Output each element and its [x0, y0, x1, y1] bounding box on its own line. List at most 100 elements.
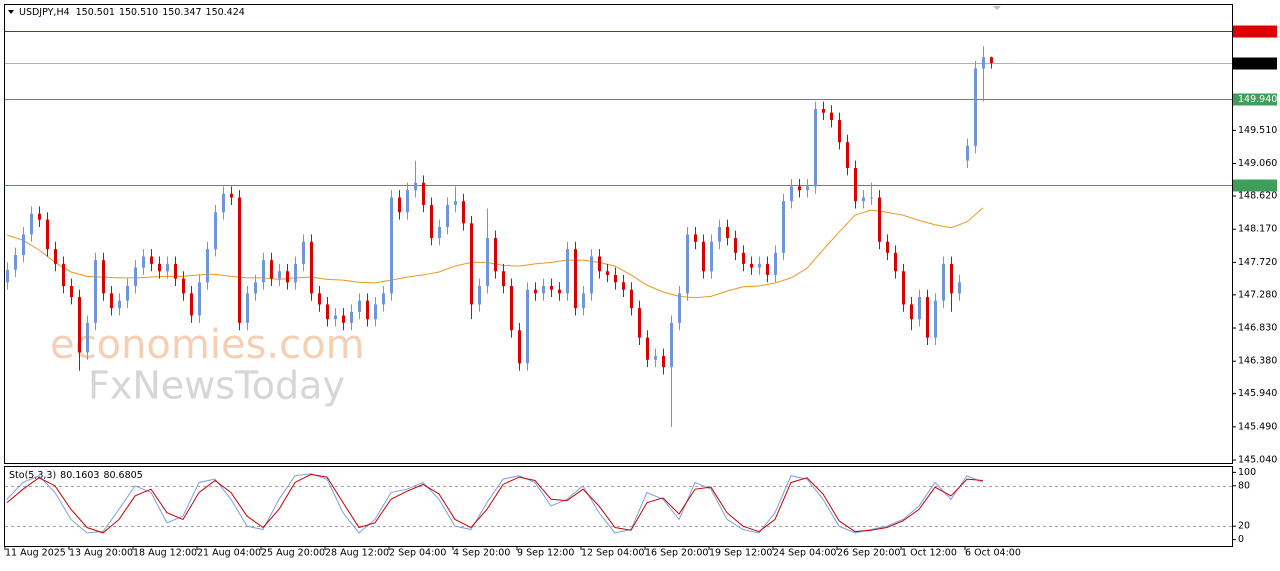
candle-body [206, 249, 209, 283]
price-label: 149.940 [1238, 94, 1277, 105]
candle-body [710, 241, 713, 272]
candle-body [486, 238, 489, 286]
candle-body [550, 285, 553, 290]
y-tick-label: 20 [1238, 521, 1250, 532]
signal-reading: 80.6805 [103, 470, 142, 481]
candle-body [374, 304, 377, 320]
candle-body [566, 249, 569, 294]
main-frame [4, 4, 1233, 464]
candle-body [790, 186, 793, 202]
candle-body [950, 263, 953, 294]
candle-body [134, 267, 137, 286]
price-label-box [1233, 57, 1277, 70]
low-reading: 150.347 [162, 7, 201, 18]
candle-body [750, 263, 753, 268]
x-tick-label: 19 Sep 12:00 [709, 548, 772, 559]
x-tick-label: 2 Sep 04:00 [389, 548, 446, 559]
menu-arrow[interactable] [8, 10, 14, 14]
symbol: USDJPY,H4 [19, 7, 70, 18]
candle-body [286, 271, 289, 283]
candle-body [822, 108, 825, 113]
y-tick-label: 146.380 [1238, 356, 1277, 367]
candle-body [294, 263, 297, 283]
candle-body [310, 241, 313, 294]
candle-body [862, 197, 865, 202]
y-tick-label: 100 [1238, 467, 1256, 478]
candle-body [758, 263, 761, 268]
candle-body [526, 289, 529, 364]
candle-body [270, 260, 273, 279]
candle-body [406, 190, 409, 213]
candle-body [918, 297, 921, 320]
candle-body [598, 256, 601, 272]
candle-body [302, 241, 305, 264]
candle-body [654, 356, 657, 360]
shift-marker [993, 6, 1001, 10]
oscillator-line [6, 473, 984, 534]
y-tick-label: 145.940 [1238, 388, 1277, 399]
candle-body [694, 234, 697, 242]
candle-body [766, 263, 769, 275]
candle-body [838, 120, 841, 143]
candle-body [102, 260, 105, 294]
candle-body [854, 167, 857, 202]
candle-body [318, 293, 321, 305]
candle-body [614, 274, 617, 283]
candle-body [982, 57, 985, 69]
candle-body [22, 234, 25, 256]
price-label-box [1233, 93, 1277, 106]
candle-body [230, 193, 233, 198]
candle-body [894, 252, 897, 272]
candle-body [990, 57, 993, 63]
indicator-frame [4, 466, 1233, 547]
candle-body [678, 293, 681, 323]
close-reading: 150.424 [206, 7, 245, 18]
candle-body [814, 108, 817, 187]
candle-body [222, 193, 225, 213]
candle-body [910, 304, 913, 320]
candle-body [334, 315, 337, 320]
candle-body [166, 263, 169, 272]
candle-body [366, 300, 369, 320]
candle-body [830, 112, 833, 121]
indicator-header: Sto(5,3,3) 80.1603 80.6805 [9, 470, 143, 481]
y-tick-label: 145.490 [1238, 421, 1277, 432]
x-tick-label: 16 Sep 20:00 [645, 548, 708, 559]
candle-body [942, 263, 945, 301]
candle-body [494, 238, 497, 272]
candle-body [726, 226, 729, 239]
candle-body [46, 219, 49, 250]
candle-body [662, 356, 665, 368]
candle-body [686, 234, 689, 294]
x-tick-label: 1 Oct 12:00 [901, 548, 957, 559]
candle-body [214, 212, 217, 250]
candle-body [358, 300, 361, 312]
x-tick-label: 21 Aug 04:00 [197, 548, 261, 559]
candle-body [782, 201, 785, 253]
candle-body [638, 308, 641, 338]
candle-body [262, 260, 265, 283]
watermark: FxNewsToday [88, 364, 345, 408]
x-tick-label: 11 Aug 2025 [5, 548, 66, 559]
candle-body [382, 293, 385, 305]
candle-body [6, 269, 9, 283]
candle-body [806, 186, 809, 191]
candle-body [518, 330, 521, 364]
candle-body [70, 285, 73, 298]
x-tick-label: 18 Aug 12:00 [133, 548, 197, 559]
candle-body [798, 186, 801, 191]
candle-body [542, 285, 545, 294]
x-tick-label: 6 Oct 04:00 [965, 548, 1021, 559]
candle-body [38, 213, 41, 220]
high-reading: 150.510 [119, 7, 158, 18]
y-tick-label: 147.720 [1238, 257, 1277, 268]
candle-body [430, 204, 433, 239]
y-tick-label: 147.280 [1238, 289, 1277, 300]
candle-body [326, 304, 329, 320]
x-tick-label: 12 Sep 04:00 [581, 548, 644, 559]
chart-header: USDJPY,H4 150.501 150.510 150.347 150.424 [19, 7, 245, 18]
candle-body [30, 213, 33, 235]
